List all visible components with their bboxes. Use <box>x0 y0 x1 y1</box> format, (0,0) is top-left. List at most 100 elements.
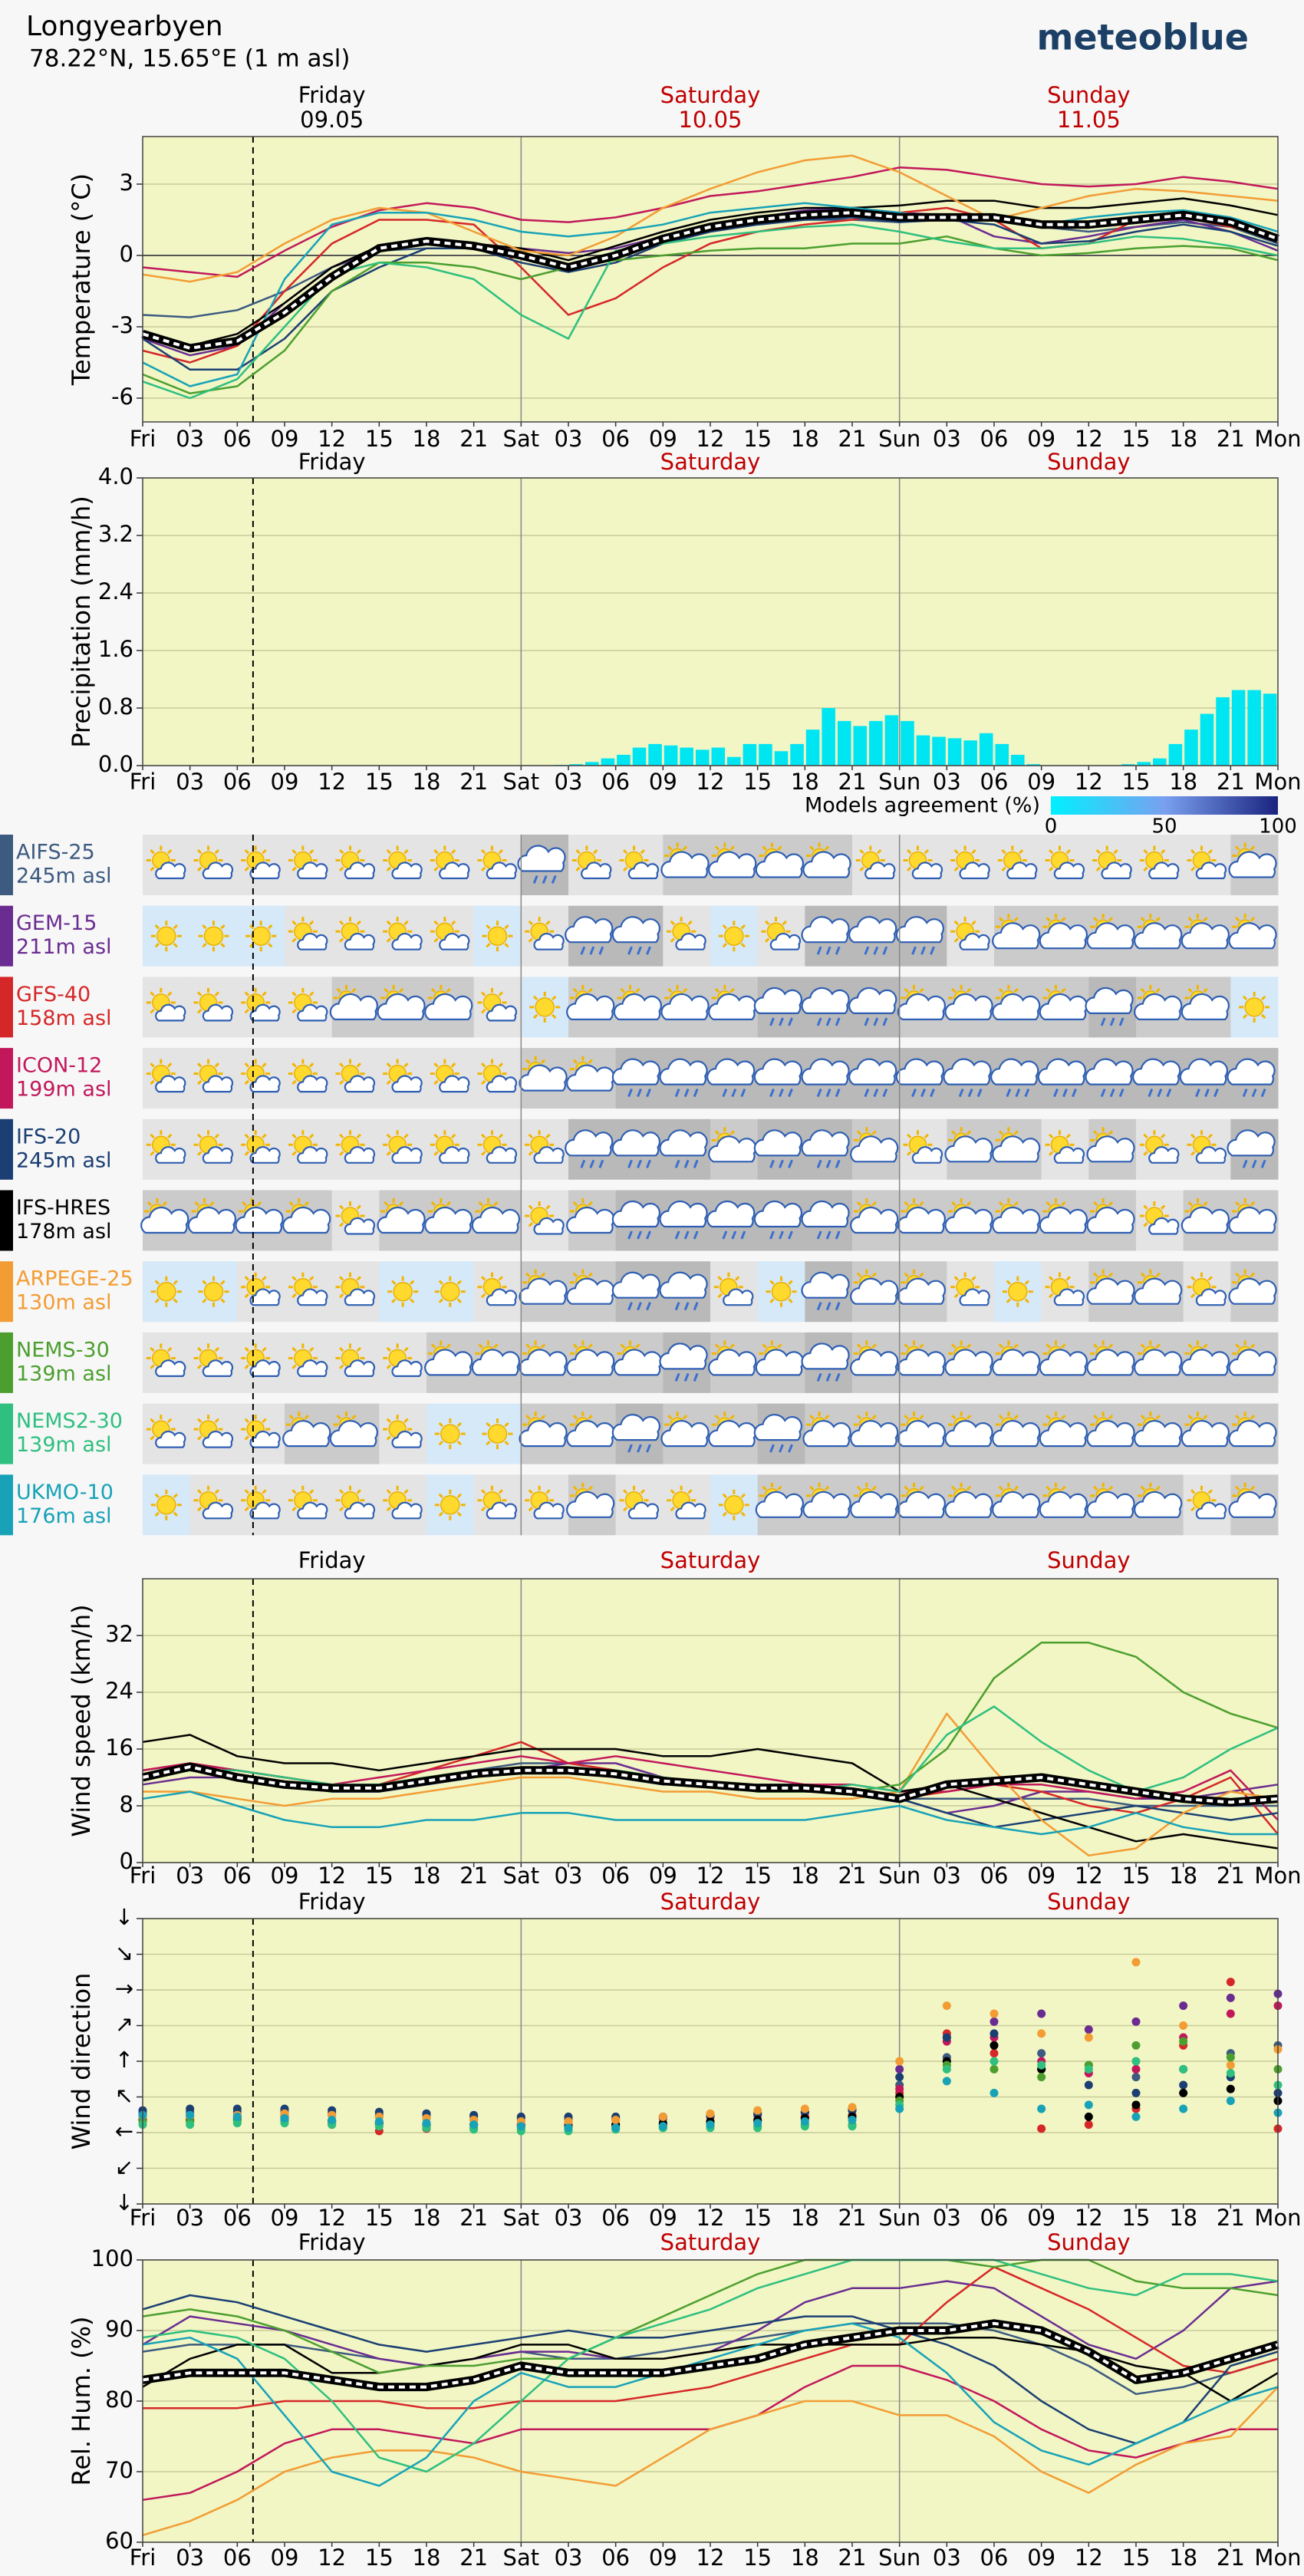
weather-icon <box>288 1059 328 1093</box>
x-tick-label: 12 <box>696 2205 725 2231</box>
rain <box>1157 1089 1163 1098</box>
sun-ray <box>244 1293 250 1299</box>
cloud <box>801 1342 850 1370</box>
plot-frame <box>142 136 1279 423</box>
sun-ray <box>486 1440 491 1446</box>
sun-ray <box>1235 1415 1240 1420</box>
cloud <box>992 1135 1041 1163</box>
weather-icon <box>477 1485 518 1520</box>
cloud <box>943 1058 992 1085</box>
weather-icon <box>477 987 518 1022</box>
cloud <box>565 916 614 944</box>
weather-icon <box>895 1058 944 1098</box>
sun-ray <box>966 1343 972 1349</box>
weather-icon <box>193 1415 234 1448</box>
sun-ray <box>291 866 297 871</box>
sun-ray <box>1093 1343 1098 1349</box>
cloud <box>1195 1288 1227 1306</box>
sun-ray <box>1001 849 1006 855</box>
y-tick-label: ↑ <box>115 2047 133 2073</box>
weather-icon <box>383 1130 423 1164</box>
weather-icon <box>1039 1198 1088 1234</box>
weather-icon <box>1037 1058 1086 1098</box>
sun <box>156 1495 176 1515</box>
x-tick-label: 09 <box>649 426 677 452</box>
sun-ray <box>572 1415 578 1420</box>
weather-icon <box>1039 1340 1088 1376</box>
sun-ray <box>356 849 361 855</box>
sun-ray <box>714 1130 720 1135</box>
cloud <box>377 1206 426 1234</box>
sun-ray <box>1190 1293 1196 1299</box>
sun-ray <box>856 1415 862 1420</box>
sun-ray <box>777 1343 782 1349</box>
weather-icon <box>1179 1058 1228 1098</box>
weather-icon <box>718 921 749 952</box>
weather-icon <box>1002 1276 1033 1307</box>
rain <box>958 1089 964 1098</box>
sun-ray <box>971 1276 976 1281</box>
sun-ray <box>1187 987 1193 993</box>
direction-dot <box>232 2119 242 2128</box>
sun <box>203 926 224 946</box>
sun-ray <box>498 849 503 855</box>
sun-ray <box>214 849 219 855</box>
direction-dot <box>1226 2069 1235 2077</box>
sun-ray <box>214 1062 219 1068</box>
x-tick-label: 12 <box>318 1863 346 1889</box>
weather-icon <box>766 1276 797 1307</box>
sun-ray <box>1013 987 1019 993</box>
sun-ray <box>1108 1130 1114 1135</box>
y-axis-title: Wind speed (km/h) <box>67 1604 96 1836</box>
direction-dot <box>186 2104 195 2113</box>
sun-ray <box>525 1272 531 1277</box>
sun-ray <box>871 1272 877 1277</box>
rain <box>627 1444 633 1453</box>
weather-icon <box>241 1272 281 1306</box>
cloud <box>1085 987 1134 1015</box>
weather-icon <box>146 1059 186 1093</box>
sun-ray <box>403 1346 409 1352</box>
sun-ray <box>765 937 770 943</box>
cloud <box>708 1349 757 1376</box>
weather-icon <box>329 1412 378 1448</box>
sun-ray <box>386 1489 392 1494</box>
sun <box>251 926 271 946</box>
x-tick-label: 03 <box>933 426 961 452</box>
sun-ray <box>1108 1485 1114 1491</box>
day-label: Sunday <box>1047 1889 1131 1915</box>
rain <box>835 1089 841 1098</box>
precip-bar <box>727 756 741 766</box>
cloud <box>1086 922 1135 950</box>
sun-ray <box>356 920 361 926</box>
direction-dot <box>753 2106 762 2115</box>
cloud <box>627 861 660 880</box>
weather-icon <box>1086 914 1135 950</box>
x-tick-label: 06 <box>980 769 1009 795</box>
sun-ray <box>871 1485 877 1491</box>
weather-icon <box>801 987 850 1026</box>
weather-icon <box>1134 984 1183 1021</box>
cloud <box>391 861 423 880</box>
rain <box>835 1017 841 1026</box>
sun-ray <box>150 1364 155 1369</box>
model-altitude: 139m asl <box>16 1362 112 1385</box>
cloud <box>519 1420 568 1448</box>
sun <box>440 1424 460 1444</box>
precip-bar <box>1137 762 1151 766</box>
sun-ray <box>809 1485 815 1491</box>
sun-ray <box>1143 1151 1148 1156</box>
date-label: 09.05 <box>300 107 364 133</box>
sun-ray <box>262 849 267 855</box>
direction-dot <box>942 2001 951 2011</box>
weather-icon <box>850 1412 899 1448</box>
sun-ray <box>339 1506 344 1512</box>
plot-area <box>143 478 1278 766</box>
colorbar-tick-label: 50 <box>1151 815 1177 838</box>
weather-icon <box>198 1276 229 1307</box>
cloud <box>801 1271 850 1299</box>
cloud <box>992 1420 1041 1448</box>
sun <box>487 1424 508 1444</box>
weather-icon <box>1039 914 1088 950</box>
cloud <box>519 1349 568 1376</box>
